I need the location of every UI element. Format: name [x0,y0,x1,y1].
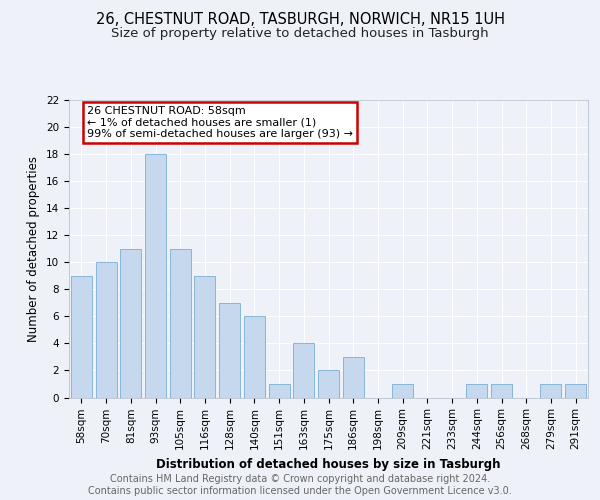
Text: Contains HM Land Registry data © Crown copyright and database right 2024.: Contains HM Land Registry data © Crown c… [110,474,490,484]
Text: 26 CHESTNUT ROAD: 58sqm
← 1% of detached houses are smaller (1)
99% of semi-deta: 26 CHESTNUT ROAD: 58sqm ← 1% of detached… [87,106,353,139]
Bar [71,276,92,398]
Bar [95,262,116,398]
Bar [244,316,265,398]
Text: Size of property relative to detached houses in Tasburgh: Size of property relative to detached ho… [111,28,489,40]
Bar [466,384,487,398]
Bar [318,370,339,398]
Bar [145,154,166,398]
Bar [120,249,141,398]
Bar [269,384,290,398]
Bar [491,384,512,398]
Bar [194,276,215,398]
Bar [293,344,314,398]
Text: Contains public sector information licensed under the Open Government Licence v3: Contains public sector information licen… [88,486,512,496]
Bar [541,384,562,398]
Y-axis label: Number of detached properties: Number of detached properties [28,156,40,342]
X-axis label: Distribution of detached houses by size in Tasburgh: Distribution of detached houses by size … [156,458,501,470]
Bar [392,384,413,398]
Bar [565,384,586,398]
Bar [219,303,240,398]
Bar [170,249,191,398]
Text: 26, CHESTNUT ROAD, TASBURGH, NORWICH, NR15 1UH: 26, CHESTNUT ROAD, TASBURGH, NORWICH, NR… [95,12,505,28]
Bar [343,357,364,398]
